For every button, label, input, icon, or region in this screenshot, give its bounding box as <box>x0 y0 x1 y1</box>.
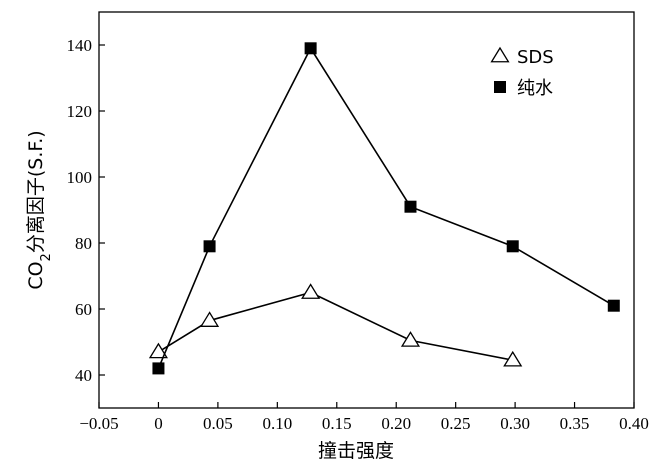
y-axis-title-sub: 2 <box>39 253 54 261</box>
y-tick-label: 120 <box>67 102 93 121</box>
x-tick-label: 0.25 <box>441 414 471 433</box>
data-point-square <box>152 362 165 375</box>
data-point-triangle <box>200 311 220 327</box>
legend-label: 纯水 <box>517 78 553 99</box>
y-tick-label: 80 <box>75 234 92 253</box>
series-layer <box>148 42 620 375</box>
data-point-square <box>304 42 317 55</box>
legend-label: SDS <box>517 47 554 68</box>
y-axis-ticks: 40 60 80 100 120 140 <box>67 36 105 385</box>
data-point-triangle <box>503 350 523 367</box>
data-point-square <box>404 200 417 213</box>
y-axis-title: CO2分离因子(S.F.) <box>25 130 54 289</box>
x-axis-ticks: −0.05 0 0.05 0.10 0.15 0.20 0.25 0.30 0.35 0.40 <box>79 402 649 433</box>
data-point-square <box>506 240 519 253</box>
y-axis-title-pre: CO <box>25 261 47 289</box>
data-point-square <box>203 240 216 253</box>
x-tick-label: 0.10 <box>262 414 292 433</box>
x-tick-label: 0.05 <box>203 414 233 433</box>
x-tick-label: −0.05 <box>79 414 118 433</box>
plot-frame <box>98 11 635 409</box>
x-tick-label: 0.15 <box>322 414 352 433</box>
x-tick-label: 0.40 <box>619 414 649 433</box>
x-tick-label: 0 <box>154 414 163 433</box>
y-tick-label: 40 <box>75 366 92 385</box>
y-tick-label: 60 <box>75 300 92 319</box>
legend-marker-triangle <box>490 46 510 63</box>
x-tick-label: 0.35 <box>560 414 590 433</box>
data-point-triangle <box>148 342 169 359</box>
data-point-square <box>607 299 620 312</box>
series-line-2 <box>157 46 615 369</box>
legend: SDS 纯水 <box>490 46 554 99</box>
data-point-triangle <box>400 331 421 347</box>
data-point-triangle <box>301 283 321 299</box>
x-tick-label: 0.20 <box>381 414 411 433</box>
x-tick-label: 0.30 <box>500 414 530 433</box>
y-tick-label: 140 <box>67 36 93 55</box>
y-tick-label: 100 <box>67 168 93 187</box>
legend-marker-square <box>494 81 506 93</box>
y-axis-title-post: 分离因子(S.F.) <box>25 130 47 253</box>
x-axis-title: 撞击强度 <box>318 440 394 462</box>
